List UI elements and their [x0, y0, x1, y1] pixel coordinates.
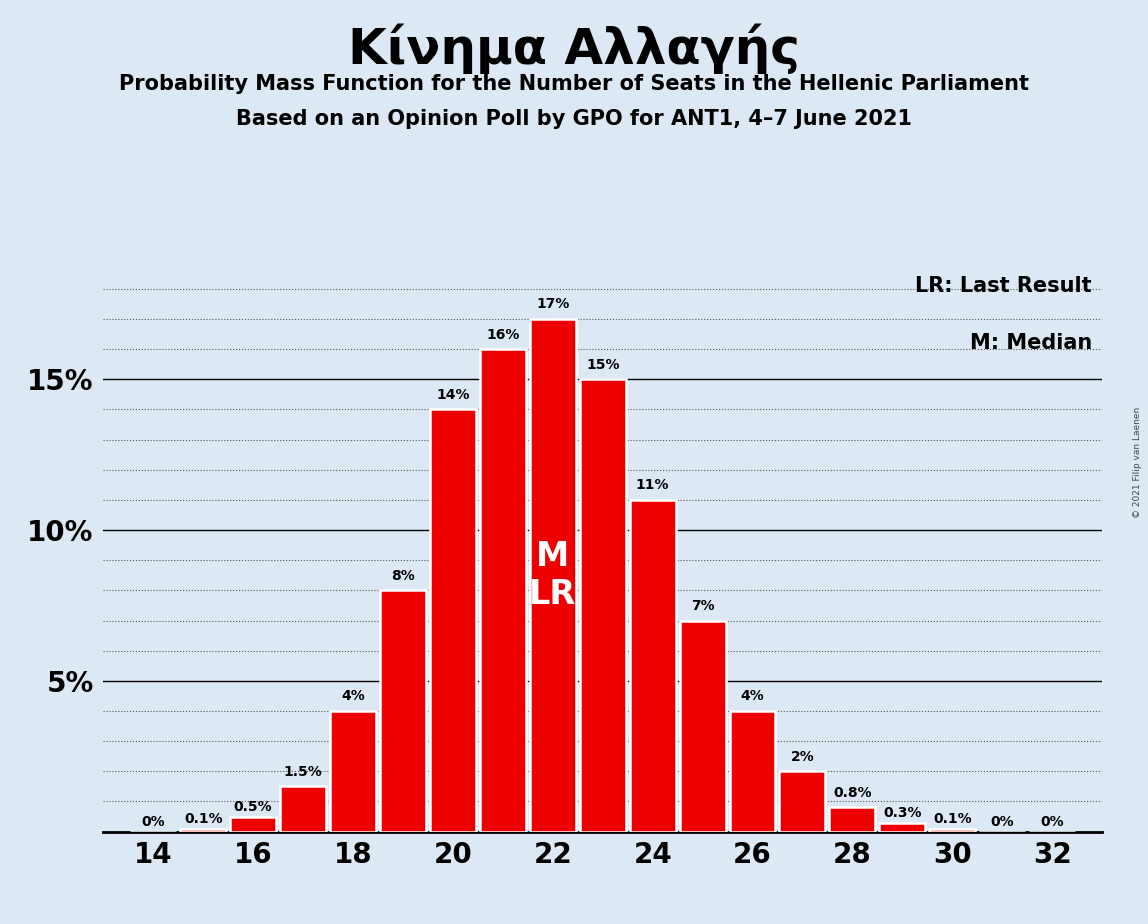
Text: 2%: 2% — [791, 749, 814, 764]
Bar — [779, 772, 825, 832]
Text: 0%: 0% — [991, 815, 1014, 829]
Text: Probability Mass Function for the Number of Seats in the Hellenic Parliament: Probability Mass Function for the Number… — [119, 74, 1029, 94]
Bar — [429, 409, 476, 832]
Bar — [329, 711, 377, 832]
Text: 0%: 0% — [141, 815, 165, 829]
Text: 1.5%: 1.5% — [284, 765, 323, 779]
Text: 8%: 8% — [391, 569, 414, 583]
Bar — [280, 786, 326, 832]
Text: 17%: 17% — [536, 298, 569, 311]
Text: Based on an Opinion Poll by GPO for ANT1, 4–7 June 2021: Based on an Opinion Poll by GPO for ANT1… — [236, 109, 912, 129]
Text: 0.3%: 0.3% — [883, 806, 922, 820]
Text: 7%: 7% — [691, 599, 714, 613]
Text: 16%: 16% — [486, 328, 520, 342]
Bar — [629, 500, 676, 832]
Bar — [879, 822, 925, 832]
Bar — [680, 621, 726, 832]
Text: LR: Last Result: LR: Last Result — [915, 276, 1092, 296]
Text: © 2021 Filip van Laenen: © 2021 Filip van Laenen — [1133, 407, 1142, 517]
Text: M: Median: M: Median — [970, 334, 1092, 353]
Text: 0.1%: 0.1% — [933, 811, 971, 825]
Text: 0%: 0% — [1040, 815, 1064, 829]
Bar — [180, 829, 226, 832]
Text: 11%: 11% — [636, 479, 669, 492]
Text: 4%: 4% — [341, 689, 365, 703]
Bar — [929, 829, 976, 832]
Bar — [480, 349, 526, 832]
Bar — [580, 380, 626, 832]
Text: 14%: 14% — [436, 388, 470, 402]
Bar — [729, 711, 776, 832]
Text: Κίνημα Αλλαγής: Κίνημα Αλλαγής — [348, 23, 800, 74]
Bar — [829, 808, 876, 832]
Bar — [529, 319, 576, 832]
Text: 4%: 4% — [740, 689, 765, 703]
Bar — [230, 817, 277, 832]
Text: 15%: 15% — [585, 358, 620, 371]
Text: 0.8%: 0.8% — [833, 786, 871, 800]
Bar — [380, 590, 426, 832]
Text: 0.1%: 0.1% — [184, 811, 223, 825]
Text: 0.5%: 0.5% — [234, 799, 272, 813]
Text: M
LR: M LR — [529, 540, 576, 611]
